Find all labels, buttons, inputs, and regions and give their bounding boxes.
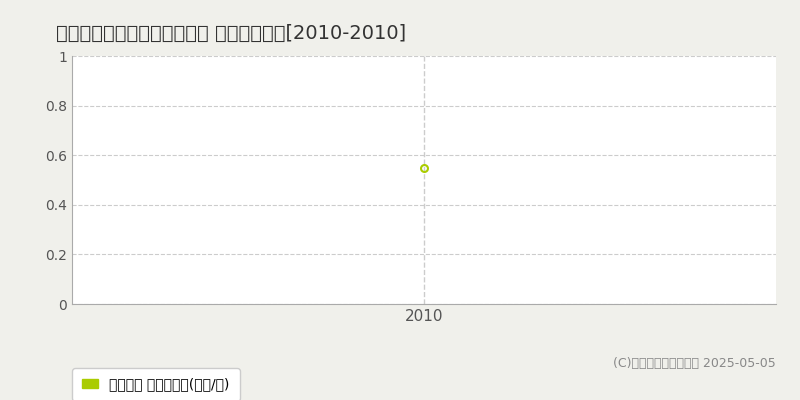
Text: (C)土地価格ドットコム 2025-05-05: (C)土地価格ドットコム 2025-05-05 — [614, 357, 776, 370]
Legend: 土地価格 平均坪単価(万円/坪): 土地価格 平均坪単価(万円/坪) — [72, 368, 239, 400]
Text: 深川市納内町グリーンタウン 土地価格推移[2010-2010]: 深川市納内町グリーンタウン 土地価格推移[2010-2010] — [56, 24, 406, 43]
